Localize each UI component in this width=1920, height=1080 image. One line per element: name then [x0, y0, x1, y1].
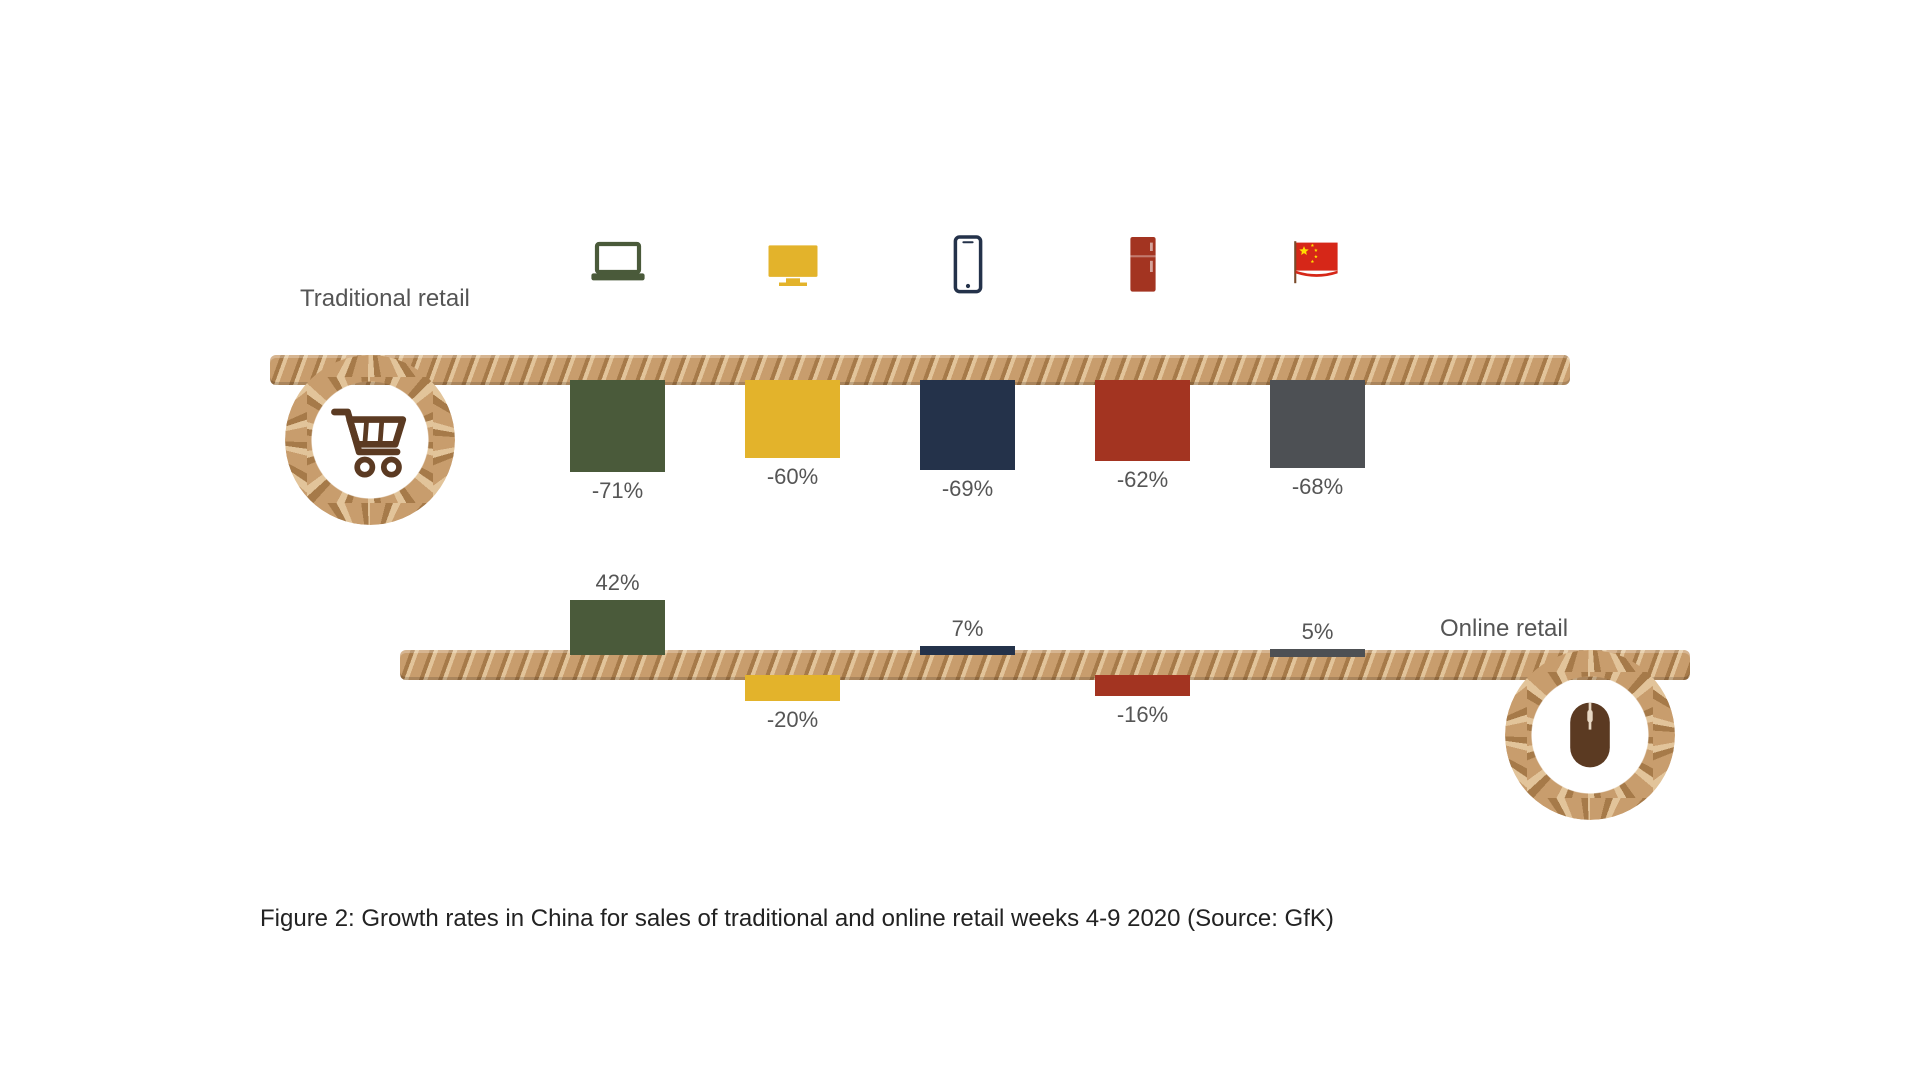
- fridge-icon: [1108, 230, 1178, 305]
- value-traditional-flag: -68%: [1292, 474, 1343, 500]
- laptop-icon: [583, 230, 653, 305]
- bar-online-flag: [1270, 649, 1365, 657]
- bar-online-phone: [920, 646, 1015, 655]
- bar-online-laptop: [570, 600, 665, 655]
- value-traditional-phone: -69%: [942, 476, 993, 502]
- bar-traditional-tv: [745, 380, 840, 458]
- mouse-icon: [1545, 690, 1635, 780]
- label-online: Online retail: [1440, 615, 1568, 643]
- value-online-flag: 5%: [1302, 619, 1334, 645]
- value-traditional-fridge: -62%: [1117, 467, 1168, 493]
- value-online-laptop: 42%: [595, 570, 639, 596]
- value-online-phone: 7%: [952, 616, 984, 642]
- figure-caption: Figure 2: Growth rates in China for sale…: [260, 905, 1334, 933]
- bar-traditional-flag: [1270, 380, 1365, 468]
- infographic-stage: Traditional retail Online retail -71% 42% -6…: [0, 0, 1920, 1080]
- smartphone-icon: [933, 230, 1003, 305]
- value-traditional-tv: -60%: [767, 464, 818, 490]
- bar-traditional-laptop: [570, 380, 665, 472]
- cn-flag-icon: [1283, 230, 1353, 305]
- cart-icon: [322, 392, 418, 488]
- bar-online-tv: [745, 675, 840, 701]
- label-traditional: Traditional retail: [300, 285, 470, 313]
- bar-traditional-phone: [920, 380, 1015, 470]
- bar-online-fridge: [1095, 675, 1190, 696]
- tv-icon: [758, 230, 828, 305]
- value-online-fridge: -16%: [1117, 702, 1168, 728]
- value-traditional-laptop: -71%: [592, 478, 643, 504]
- value-online-tv: -20%: [767, 707, 818, 733]
- bar-traditional-fridge: [1095, 380, 1190, 461]
